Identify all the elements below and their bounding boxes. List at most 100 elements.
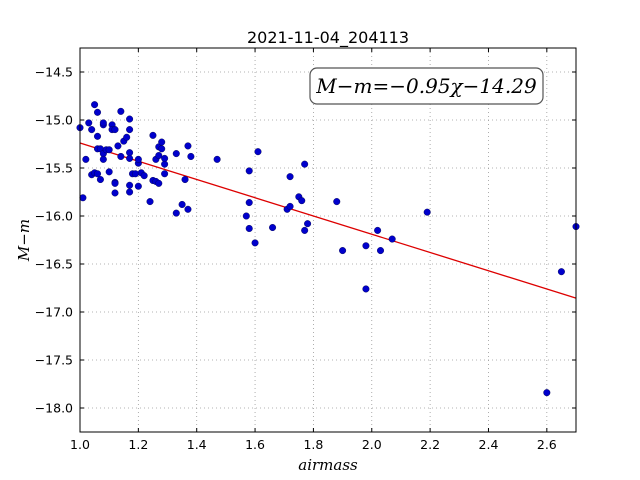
x-tick-labels: 1.0 1.2 1.4 1.6 1.8 2.0 2.2 2.4 2.6 <box>70 437 557 452</box>
data-point <box>161 154 169 162</box>
data-point <box>304 220 312 228</box>
data-point <box>339 247 347 255</box>
data-points <box>76 101 580 397</box>
data-point <box>140 172 148 180</box>
data-point <box>117 107 125 115</box>
data-point <box>251 239 259 247</box>
y-tick-label: −18.0 <box>35 401 73 416</box>
data-point <box>245 167 253 175</box>
data-point <box>269 224 277 232</box>
y-tick-label: −16.5 <box>35 257 73 272</box>
data-point <box>126 188 134 196</box>
data-point <box>134 182 142 190</box>
data-point <box>79 194 87 202</box>
data-point <box>543 389 551 397</box>
data-point <box>82 155 90 163</box>
data-point <box>158 138 166 146</box>
plot-area <box>80 48 576 432</box>
fit-line-group <box>79 142 577 299</box>
data-point <box>374 226 382 234</box>
y-axis-label: M−m <box>15 219 33 262</box>
y-tick-label: −15.5 <box>35 161 73 176</box>
x-tick-label: 1.8 <box>303 437 323 452</box>
x-tick-label: 2.0 <box>362 437 382 452</box>
data-point <box>91 101 99 109</box>
data-point <box>178 200 186 208</box>
ticks <box>79 48 576 432</box>
x-tick-label: 2.6 <box>537 437 557 452</box>
chart-title: 2021-11-04_204113 <box>247 28 409 48</box>
data-point <box>131 170 139 178</box>
fit-equation: M−m=−0.95χ−14.29 <box>315 74 537 98</box>
x-tick-label: 1.4 <box>187 437 207 452</box>
fit-line <box>79 142 577 299</box>
data-point <box>111 179 119 187</box>
data-point <box>172 150 180 158</box>
data-point <box>146 198 154 206</box>
data-point <box>94 170 102 178</box>
plot-frame <box>79 47 577 433</box>
data-point <box>99 119 107 127</box>
data-point <box>362 242 370 250</box>
data-point <box>333 198 341 206</box>
data-point <box>94 108 102 116</box>
data-point <box>298 197 306 205</box>
data-point <box>96 176 104 184</box>
data-point <box>117 152 125 160</box>
data-point <box>286 173 294 181</box>
data-point <box>388 235 396 243</box>
data-point <box>134 155 142 163</box>
data-point <box>557 268 565 276</box>
data-point <box>126 115 134 123</box>
data-point <box>213 155 221 163</box>
data-point <box>88 126 96 134</box>
y-tick-label: −14.5 <box>35 65 73 80</box>
data-point <box>111 189 119 197</box>
fit-equation-box: M−m=−0.95χ−14.29 <box>309 67 544 105</box>
x-tick-label: 2.2 <box>420 437 440 452</box>
data-point <box>172 209 180 217</box>
x-tick-label: 1.0 <box>70 437 90 452</box>
data-point <box>99 155 107 163</box>
annotation-box <box>309 67 544 105</box>
data-point <box>184 205 192 213</box>
data-point <box>187 152 195 160</box>
data-point <box>161 170 169 178</box>
data-point <box>245 199 253 207</box>
data-point <box>85 119 93 127</box>
data-point <box>123 133 131 141</box>
data-point <box>184 142 192 150</box>
data-point <box>111 126 119 134</box>
data-point <box>155 179 163 187</box>
y-tick-label: −17.5 <box>35 353 73 368</box>
data-point <box>286 202 294 210</box>
data-point <box>301 160 309 168</box>
x-tick-label: 2.4 <box>479 437 499 452</box>
data-point <box>126 154 134 162</box>
data-point <box>114 142 122 150</box>
data-point <box>377 247 385 255</box>
data-point <box>158 145 166 153</box>
data-point <box>94 132 102 140</box>
data-point <box>254 148 262 156</box>
x-tick-label: 1.6 <box>245 437 265 452</box>
data-point <box>242 212 250 220</box>
x-axis-label: airmass <box>298 456 358 474</box>
data-point <box>149 131 157 139</box>
y-tick-label: −16.0 <box>35 209 73 224</box>
y-tick-labels: −14.5 −15.0 −15.5 −16.0 −16.5 −17.0 −17.5 −18.0 <box>35 65 73 416</box>
data-point <box>181 176 189 184</box>
data-point <box>155 152 163 160</box>
y-tick-label: −17.0 <box>35 305 73 320</box>
data-point <box>105 146 113 154</box>
data-point <box>362 285 370 293</box>
data-point <box>126 181 134 189</box>
x-tick-label: 1.2 <box>128 437 148 452</box>
data-point <box>105 168 113 176</box>
data-point <box>301 226 309 234</box>
y-tick-label: −15.0 <box>35 113 73 128</box>
data-point <box>423 208 431 216</box>
data-point <box>126 126 134 134</box>
data-point <box>245 224 253 232</box>
